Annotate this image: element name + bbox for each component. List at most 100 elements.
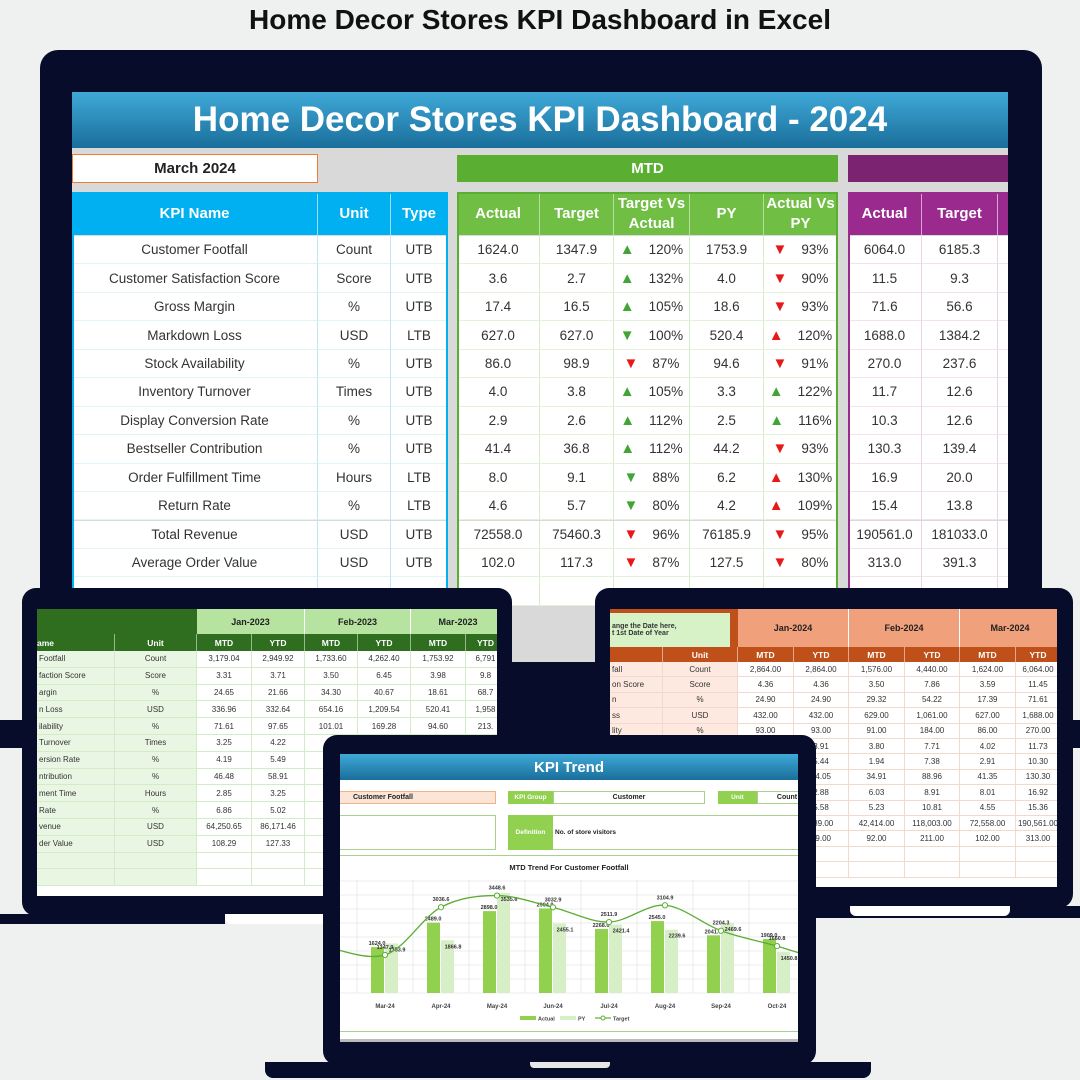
target-marker bbox=[549, 904, 557, 911]
percent-value: 116% bbox=[798, 412, 832, 428]
percent-value: 132% bbox=[648, 270, 684, 286]
target-line bbox=[340, 894, 798, 958]
ytd-header: YTD bbox=[466, 634, 497, 651]
value-cell: 2.91 bbox=[960, 754, 1016, 770]
kpi-cell-type: UTB bbox=[391, 435, 448, 464]
header-ytd-ytd_actual: Actual bbox=[848, 192, 922, 235]
kpi-cell-type: UTB bbox=[391, 349, 448, 379]
value-cell: 5.02 bbox=[252, 802, 305, 819]
mtd-cell-actual: 3.6 bbox=[457, 264, 540, 293]
value-cell: 5.23 bbox=[849, 800, 905, 816]
kpi-cell-unit: % bbox=[318, 435, 391, 464]
data-label-py: 2239.6 bbox=[669, 934, 686, 940]
header-ytd-ytd_target: Target bbox=[922, 192, 998, 235]
data-label-target: 2204.3 bbox=[713, 921, 730, 927]
arrow-down-icon: ▼ bbox=[772, 554, 788, 572]
arrow-up-icon: ▲ bbox=[619, 298, 635, 316]
data-label-actual: 1909.0 bbox=[761, 933, 778, 939]
data-label-py: 1450.8 bbox=[781, 956, 798, 962]
ytd-cell-ytd_actual: 1688.0 bbox=[848, 321, 922, 350]
chart-title: MTD Trend For Customer Footfall bbox=[509, 862, 629, 872]
value-cell: 130.30 bbox=[1016, 769, 1057, 786]
callout-text: ange the Date here, bbox=[612, 623, 677, 630]
divider bbox=[340, 855, 798, 856]
value-cell: 24.90 bbox=[738, 692, 794, 709]
kpi-cell-name: Return Rate bbox=[72, 492, 318, 521]
mtd-cell-py: 520.4 bbox=[690, 321, 764, 350]
value-cell: 2,864.00 bbox=[794, 662, 849, 678]
target-marker bbox=[381, 951, 389, 959]
kpi-cell-unit: % bbox=[318, 349, 391, 379]
mtd-cell-actual: 1624.0 bbox=[457, 236, 540, 265]
x-tick-label: Jun-24 bbox=[543, 1004, 563, 1010]
callout-note: ange the Date here, t 1st Date of Year bbox=[610, 613, 730, 647]
x-tick-label: Jul-24 bbox=[600, 1004, 618, 1010]
mtd-header: MTD bbox=[197, 634, 252, 651]
arrow-up-icon: ▲ bbox=[619, 383, 635, 401]
value-cell: 4.02 bbox=[960, 739, 1016, 755]
month-selector[interactable]: March 2024 bbox=[72, 154, 318, 183]
value-cell: 34.30 bbox=[305, 684, 358, 702]
header-mtd-py: PY bbox=[690, 192, 764, 235]
unit-cell: USD bbox=[115, 835, 197, 853]
mtd-cell-target: 75460.3 bbox=[540, 520, 614, 549]
unit-cell: % bbox=[115, 718, 197, 735]
value-cell: 54.22 bbox=[905, 692, 960, 709]
kpi-cell-type: UTB bbox=[391, 264, 448, 293]
value-cell: 3,179.04 bbox=[197, 651, 252, 668]
mtd-cell-target: 3.8 bbox=[540, 378, 614, 407]
unit-cell: USD bbox=[663, 708, 738, 724]
unit-header: Unit bbox=[663, 647, 738, 662]
value-cell bbox=[252, 869, 305, 887]
month-header: Mar-2024 bbox=[960, 609, 1057, 647]
arrow-down-icon: ▼ bbox=[623, 554, 639, 572]
data-label-py: 3535.6 bbox=[501, 897, 518, 903]
x-tick-label: Apr-24 bbox=[431, 1004, 451, 1010]
ytd-cell-more bbox=[998, 435, 1008, 464]
mtd-cell-tva: ▼ 88% bbox=[614, 463, 690, 493]
kpi-name-cell: ilability bbox=[37, 718, 115, 735]
kpi-name-cell: Rate bbox=[37, 802, 115, 819]
unit-cell: Count bbox=[663, 662, 738, 678]
kpi-selector[interactable]: Customer Footfall bbox=[340, 791, 496, 804]
value-cell: 40.67 bbox=[358, 684, 411, 702]
arrow-down-icon: ▼ bbox=[772, 241, 788, 259]
data-label-target: 2511.9 bbox=[601, 912, 618, 918]
mtd-cell-tva: ▲ 105% bbox=[614, 378, 690, 407]
value-cell: 211.00 bbox=[905, 831, 960, 847]
arrow-down-icon: ▼ bbox=[772, 355, 788, 373]
kpi-cell-unit: Count bbox=[318, 236, 391, 265]
bar-py bbox=[777, 952, 790, 993]
percent-value: 112% bbox=[649, 412, 683, 428]
kpi-cell-name: Customer Footfall bbox=[72, 236, 318, 265]
value-cell: 10.30 bbox=[1016, 754, 1057, 770]
unit-cell bbox=[115, 852, 197, 870]
mtd-cell-target: 117.3 bbox=[540, 548, 614, 578]
bar-actual bbox=[595, 928, 608, 993]
data-label-py: 2455.1 bbox=[557, 928, 574, 934]
value-cell: 432.00 bbox=[738, 708, 794, 724]
mtd-cell-py: 18.6 bbox=[690, 292, 764, 322]
value-cell: 21.66 bbox=[252, 684, 305, 702]
callout-text: t 1st Date of Year bbox=[612, 630, 669, 637]
arrow-up-icon: ▲ bbox=[620, 440, 636, 458]
mtd-cell-avp: ▲ 109% bbox=[764, 492, 838, 521]
value-cell: 71.61 bbox=[1016, 692, 1057, 709]
data-label-target: 3104.9 bbox=[657, 895, 674, 901]
value-cell: 6.03 bbox=[849, 785, 905, 801]
ytd-cell-more bbox=[998, 236, 1008, 265]
header-type: Type bbox=[391, 192, 448, 235]
month-header: Jan-2024 bbox=[738, 609, 849, 647]
value-cell: 336.96 bbox=[197, 701, 252, 719]
percent-value: 112% bbox=[649, 441, 683, 457]
value-cell: 3.98 bbox=[411, 667, 466, 685]
kpi-cell-unit: % bbox=[318, 492, 391, 521]
mtd-cell-actual: 41.4 bbox=[457, 435, 540, 464]
header-left-block bbox=[37, 609, 197, 634]
definition-value: No. of store visitors bbox=[553, 815, 798, 850]
mtd-cell-tva: ▼ 80% bbox=[614, 492, 690, 521]
value-cell: 24.65 bbox=[197, 684, 252, 702]
value-cell: 313.00 bbox=[1016, 831, 1057, 847]
kpi-name-cell: faction Score bbox=[37, 667, 115, 685]
kpi-cell-type: UTB bbox=[391, 378, 448, 407]
